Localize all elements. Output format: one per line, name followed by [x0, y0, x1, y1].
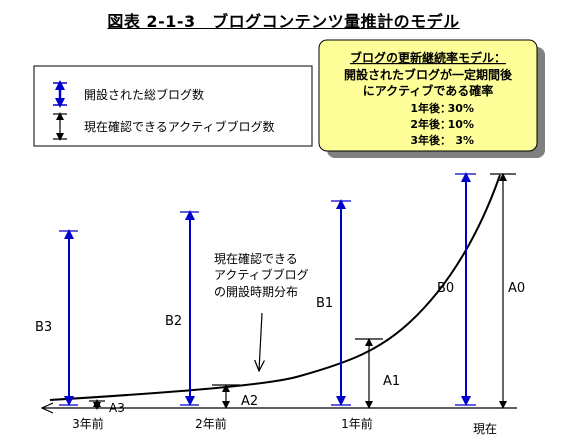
axis-label-now: 現在	[473, 422, 497, 436]
rate-3-value: 3%	[455, 134, 474, 147]
annotation-line2: アクティブブログ	[214, 267, 309, 282]
total-bar-b1	[331, 199, 351, 406]
total-bar-b0	[455, 172, 476, 406]
axis-label-2-years-ago: 2年前	[195, 416, 227, 431]
annotation-pointer-arrow	[259, 312, 262, 371]
label-b2: B2	[165, 314, 182, 329]
label-a1: A1	[383, 374, 400, 389]
label-a2: A2	[241, 394, 258, 409]
legend-total-icon	[53, 80, 67, 108]
retention-model-line3: にアクティブである確率	[363, 83, 494, 98]
total-bar-b2	[180, 210, 199, 406]
distribution-annotation: 現在確認できる アクティブブログ の開設時期分布	[214, 251, 309, 371]
axis-label-1-year-ago: 1年前	[341, 416, 373, 431]
total-bar-b3	[59, 229, 78, 406]
active-bar-a1	[355, 338, 383, 409]
label-b1: B1	[316, 296, 333, 311]
active-bar-a3	[89, 399, 105, 410]
figure-title: 図表 2-1-3 ブログコンテンツ量推計のモデル	[107, 12, 460, 31]
annotation-line1: 現在確認できる	[214, 251, 298, 266]
active-bar-a0	[490, 173, 516, 409]
retention-model-heading: ブログの更新継続率モデル：	[350, 50, 506, 65]
legend: 開設された総ブログ数 現在確認できるアクティブブログ数	[33, 65, 313, 147]
retention-model-line2: 開設されたブログが一定期間後	[344, 67, 513, 82]
rate-2-label: 2年後：	[410, 117, 451, 131]
rate-3-label: 3年後：	[410, 133, 451, 147]
label-a0: A0	[508, 281, 525, 296]
axis-label-3-years-ago: 3年前	[72, 416, 104, 431]
retention-model-box: ブログの更新継続率モデル： 開設されたブログが一定期間後 にアクティブである確率…	[318, 39, 545, 158]
label-a3: A3	[109, 401, 125, 415]
legend-total-label: 開設された総ブログ数	[84, 87, 204, 102]
rate-1-label: 1年後：	[410, 101, 451, 115]
rate-2-value: 10%	[448, 118, 474, 131]
label-b0: B0	[437, 281, 454, 296]
legend-active-icon	[53, 112, 67, 141]
annotation-line3: の開設時期分布	[214, 284, 298, 299]
rate-1-value: 30%	[448, 102, 474, 115]
active-bar-a2	[212, 384, 240, 409]
label-b3: B3	[35, 320, 52, 335]
legend-active-label: 現在確認できるアクティブブログ数	[84, 119, 274, 134]
